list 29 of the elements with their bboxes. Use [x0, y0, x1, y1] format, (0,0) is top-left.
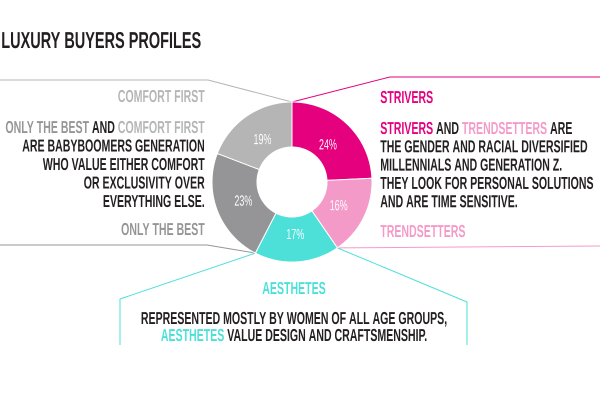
text: REPRESENTED MOSTLY BY WOMEN OF ALL AGE GROUPS,: [142, 312, 446, 327]
text: ONLY THE BEST: [6, 120, 89, 134]
data-label: 23%: [234, 195, 252, 206]
data-label: 19%: [254, 134, 272, 144]
text: AND ARE TIME SENSITIVE.: [380, 195, 518, 208]
text: STRIVERS: [380, 122, 433, 134]
data-label: 24%: [319, 139, 337, 150]
slice-label: STRIVERS: [380, 90, 433, 104]
text: AND: [436, 122, 459, 134]
text: AESTHETES: [161, 328, 224, 342]
text: THE GENDER AND RACIAL DIVERSIFIED: [380, 140, 588, 152]
text: ARE: [550, 122, 572, 134]
text: EVERYTHING ELSE.: [104, 194, 204, 208]
text: MILLENNIALS AND GENERATION Z.: [380, 158, 562, 171]
slice-label: ONLY THE BEST: [122, 222, 205, 236]
data-label: 16%: [330, 200, 348, 210]
slice-label: COMFORT FIRST: [118, 90, 205, 102]
text: TRENDSETTERS: [462, 122, 547, 134]
text: AND: [92, 121, 114, 133]
text: COMFORT FIRST: [118, 120, 205, 134]
text: VALUE DESIGN AND CRAFTSMENSHIP.: [227, 328, 426, 342]
chart-title: LUXURY BUYERS PROFILES: [2, 32, 201, 48]
data-label: 17%: [287, 228, 304, 240]
text: OR EXCLUSIVITY OVER: [84, 176, 205, 189]
slice-label: AESTHETES: [262, 282, 326, 294]
text: WHO VALUE EITHER COMFORT: [42, 158, 205, 170]
text: ARE BABYBOOMERS GENERATION: [22, 139, 204, 152]
slice-label: TRENDSETTERS: [380, 224, 466, 238]
text: THEY LOOK FOR PERSONAL SOLUTIONS: [380, 176, 594, 190]
